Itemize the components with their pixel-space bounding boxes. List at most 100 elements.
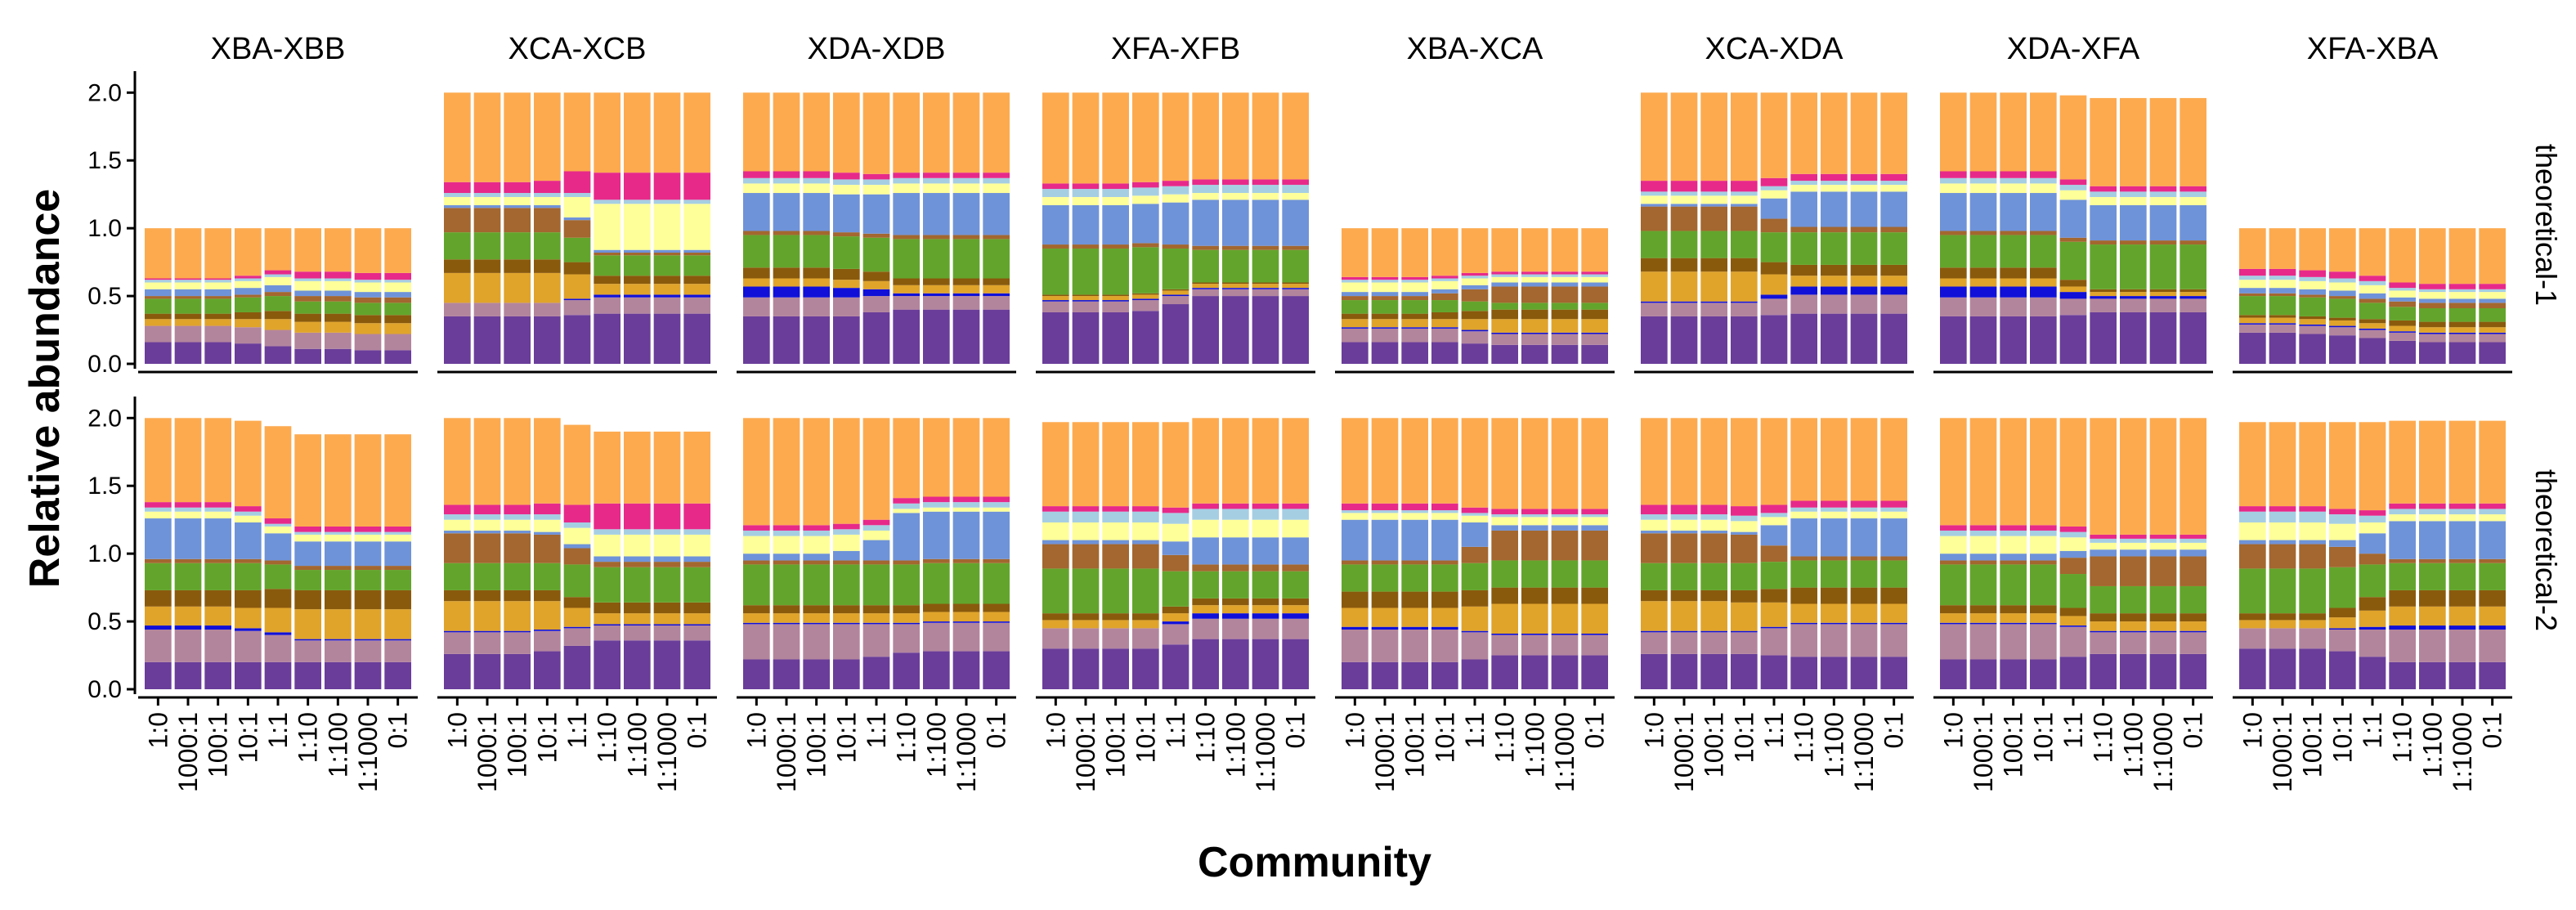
bar-segment-yellow	[1042, 197, 1069, 205]
bar-segment-yellow	[354, 534, 382, 542]
bar-segment-orange	[2329, 422, 2356, 509]
bar-segment-brown	[2359, 298, 2386, 303]
bar-segment-blue	[1760, 294, 1788, 299]
bar-segment-steelblue	[803, 554, 830, 561]
bar-segment-pink	[1969, 525, 1997, 531]
bar-segment-darkolive	[2269, 315, 2296, 318]
bar-segment-yellow	[2479, 514, 2506, 522]
bar-segment-green	[354, 303, 382, 316]
bar-segment-gold	[743, 613, 770, 623]
bar-segment-steelblue	[2299, 289, 2326, 295]
bar-segment-darkolive	[2000, 605, 2027, 614]
bar-segment-darkolive	[1072, 613, 1100, 621]
bar-segment-lightblue	[174, 507, 202, 512]
bar-segment-pink	[833, 173, 860, 180]
bar-segment-green	[145, 298, 172, 314]
bar-segment-pink	[2329, 509, 2356, 515]
bar-segment-steelblue	[1192, 537, 1219, 565]
bar-segment-lightblue	[803, 530, 830, 536]
bar-segment-steelblue	[145, 289, 172, 297]
bar-segment-mauve	[204, 325, 231, 343]
bar-segment-pink	[1521, 509, 1548, 515]
bar-segment-orange	[325, 228, 352, 272]
bar-segment-yellow	[294, 534, 321, 542]
bar-segment-yellow	[683, 534, 710, 557]
bar-segment-lightblue	[204, 507, 231, 512]
bar-segment-yellow	[2000, 183, 2027, 194]
bar-segment-purple	[803, 659, 830, 689]
facet-column-label: XBA-XBB	[211, 32, 346, 66]
bar-segment-brown	[2120, 556, 2147, 586]
bar-segment-brown	[1760, 218, 1788, 233]
bar-segment-blue	[1491, 332, 1518, 334]
bar-segment-mauve	[174, 325, 202, 343]
bar-segment-yellow	[2448, 292, 2476, 299]
bar-segment-orange	[683, 92, 710, 173]
bar-segment-steelblue	[1581, 525, 1608, 531]
bar-segment-yellow	[1850, 511, 1878, 519]
bar-segment-blue	[2359, 626, 2386, 630]
bar-segment-gold	[2419, 327, 2446, 333]
bar-segment-lightblue	[2359, 515, 2386, 522]
bar-segment-mauve	[1551, 634, 1579, 656]
bar-segment-purple	[2059, 657, 2087, 689]
bar-segment-mauve	[145, 630, 172, 662]
bar-segment-green	[2149, 585, 2177, 614]
bar-segment-orange	[1551, 418, 1579, 509]
x-tick-label: 1:1	[1161, 712, 1190, 748]
bar-segment-mauve	[444, 303, 471, 316]
bar-segment-purple	[1969, 659, 1997, 689]
bar-segment-pink	[563, 171, 591, 194]
bar-segment-steelblue	[534, 531, 561, 535]
x-tick-label: 1:100	[2118, 712, 2148, 778]
bar-segment-yellow	[2299, 522, 2326, 540]
bar-segment-lightblue	[264, 274, 292, 277]
bar-segment-blue	[594, 294, 620, 298]
bar-segment-blue	[2329, 628, 2356, 630]
bar-segment-yellow	[2180, 197, 2206, 205]
bar-segment-yellow	[174, 282, 202, 289]
bar-segment-brown	[264, 292, 292, 297]
bar-segment-lightblue	[624, 529, 651, 535]
bar-segment-lightblue	[2149, 538, 2177, 543]
bar-segment-orange	[2059, 95, 2087, 180]
bar-segment-blue	[983, 621, 1010, 623]
bar-segment-yellow	[1969, 536, 1997, 554]
bar-segment-lightblue	[1700, 191, 1727, 196]
bar-segment-pink	[862, 519, 890, 526]
bar-segment-darkolive	[325, 589, 352, 610]
bar-segment-pink	[1551, 271, 1579, 275]
bar-segment-mauve	[325, 640, 352, 662]
bar-segment-brown	[2030, 560, 2057, 565]
bar-segment-purple	[2239, 648, 2266, 689]
y-tick-label: 1.0	[87, 540, 122, 567]
bar-segment-yellow	[773, 536, 800, 554]
bar-segment-gold	[534, 601, 561, 630]
bar-segment-mauve	[683, 297, 710, 314]
bar-segment-pink	[204, 278, 231, 280]
bar-segment-green	[2448, 308, 2476, 322]
bar-segment-yellow	[2329, 523, 2356, 540]
bar-segment-purple	[1581, 655, 1608, 689]
bar-segment-darkolive	[504, 259, 531, 273]
bar-segment-orange	[504, 92, 531, 182]
bar-segment-blue	[1880, 286, 1907, 295]
bar-segment-mauve	[1192, 289, 1219, 297]
bar-segment-yellow	[594, 534, 620, 557]
bar-segment-yellow	[384, 534, 411, 542]
bar-segment-lightblue	[1940, 177, 1967, 184]
bar-segment-steelblue	[1731, 204, 1758, 207]
bar-segment-purple	[1491, 655, 1518, 689]
bar-segment-orange	[983, 92, 1010, 173]
bar-segment-blue	[1581, 332, 1608, 334]
bar-segment-orange	[2269, 228, 2296, 269]
bar-segment-brown	[534, 208, 561, 233]
bar-segment-darkolive	[983, 278, 1010, 285]
x-tick-label: 100:1	[2298, 712, 2327, 778]
bar-segment-steelblue	[354, 541, 382, 567]
bar-segment-lightblue	[923, 502, 950, 508]
bar-segment-pink	[1072, 183, 1100, 190]
bar-segment-gold	[325, 609, 352, 639]
bar-segment-brown	[2359, 554, 2386, 565]
bar-segment-orange	[893, 418, 920, 499]
